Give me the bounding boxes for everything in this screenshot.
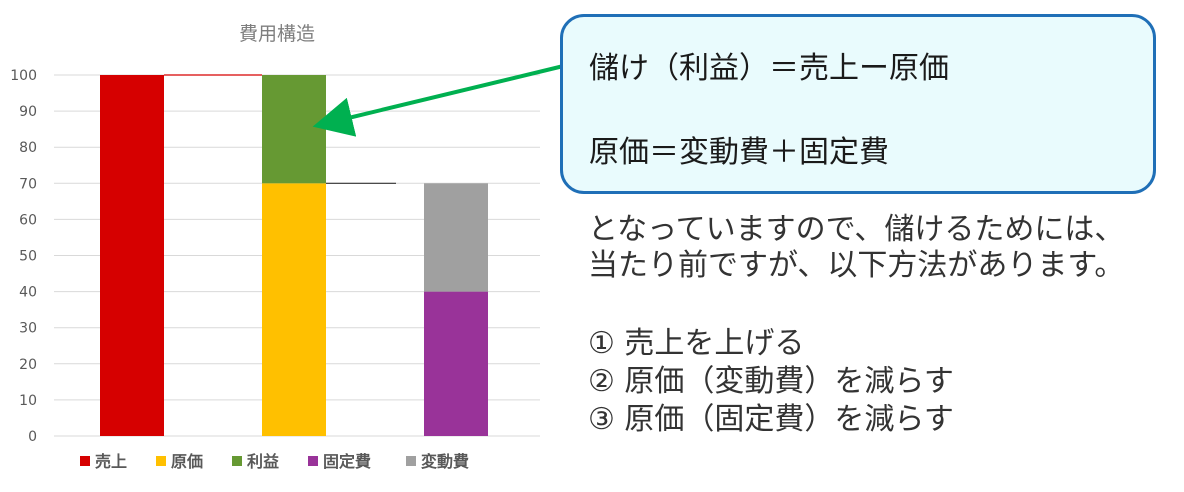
- legend-swatch: [308, 456, 318, 466]
- legend-label: 利益: [247, 452, 279, 471]
- cost-structure-chart: 費用構造 0 10 20 30 40 50 60 70 80 90 100 売上 原価 利益 固定費 変動費: [10, 23, 540, 471]
- method-item-2: ② 原価（変動費）を減らす: [588, 364, 954, 399]
- legend-swatch: [80, 456, 90, 466]
- y-tick-label: 30: [19, 321, 37, 337]
- legend-swatch: [406, 456, 416, 466]
- bar-segment: [424, 291, 488, 436]
- y-tick-label: 0: [28, 429, 37, 445]
- y-tick-label: 20: [19, 357, 37, 373]
- y-tick-label: 50: [19, 249, 37, 265]
- method-item-3: ③ 原価（固定費）を減らす: [588, 402, 954, 437]
- legend-label: 原価: [171, 452, 203, 471]
- body-text-line-1: となっていますので、儲けるためには、: [588, 212, 1125, 247]
- cost-formula: 原価＝変動費＋固定費: [589, 135, 889, 170]
- chart-bars: [100, 75, 488, 436]
- y-tick-label: 60: [19, 212, 37, 228]
- y-tick-label: 80: [19, 140, 37, 156]
- chart-title: 費用構造: [239, 23, 315, 45]
- legend-label: 売上: [95, 452, 127, 471]
- bar-segment: [100, 75, 164, 436]
- y-tick-label: 90: [19, 104, 37, 120]
- profit-formula: 儲け（利益）＝売上ー原価: [589, 51, 949, 86]
- legend-swatch: [156, 456, 166, 466]
- y-tick-label: 40: [19, 285, 37, 301]
- method-item-1: ① 売上を上げる: [588, 326, 805, 361]
- bar-segment: [262, 183, 326, 436]
- formula-callout: 儲け（利益）＝売上ー原価 原価＝変動費＋固定費: [560, 14, 1156, 194]
- y-tick-label: 10: [19, 393, 37, 409]
- y-axis-ticks: 0 10 20 30 40 50 60 70 80 90 100: [10, 68, 37, 445]
- y-tick-label: 70: [19, 176, 37, 192]
- legend-label: 変動費: [421, 452, 469, 471]
- y-tick-label: 100: [10, 68, 37, 84]
- legend-label: 固定費: [323, 452, 371, 471]
- bar-connectors: [164, 74, 396, 184]
- body-text-line-2: 当たり前ですが、以下方法があります。: [588, 248, 1125, 283]
- bar-segment: [424, 183, 488, 292]
- bar-segment: [262, 75, 326, 184]
- chart-legend: 売上 原価 利益 固定費 変動費: [80, 452, 469, 471]
- legend-swatch: [232, 456, 242, 466]
